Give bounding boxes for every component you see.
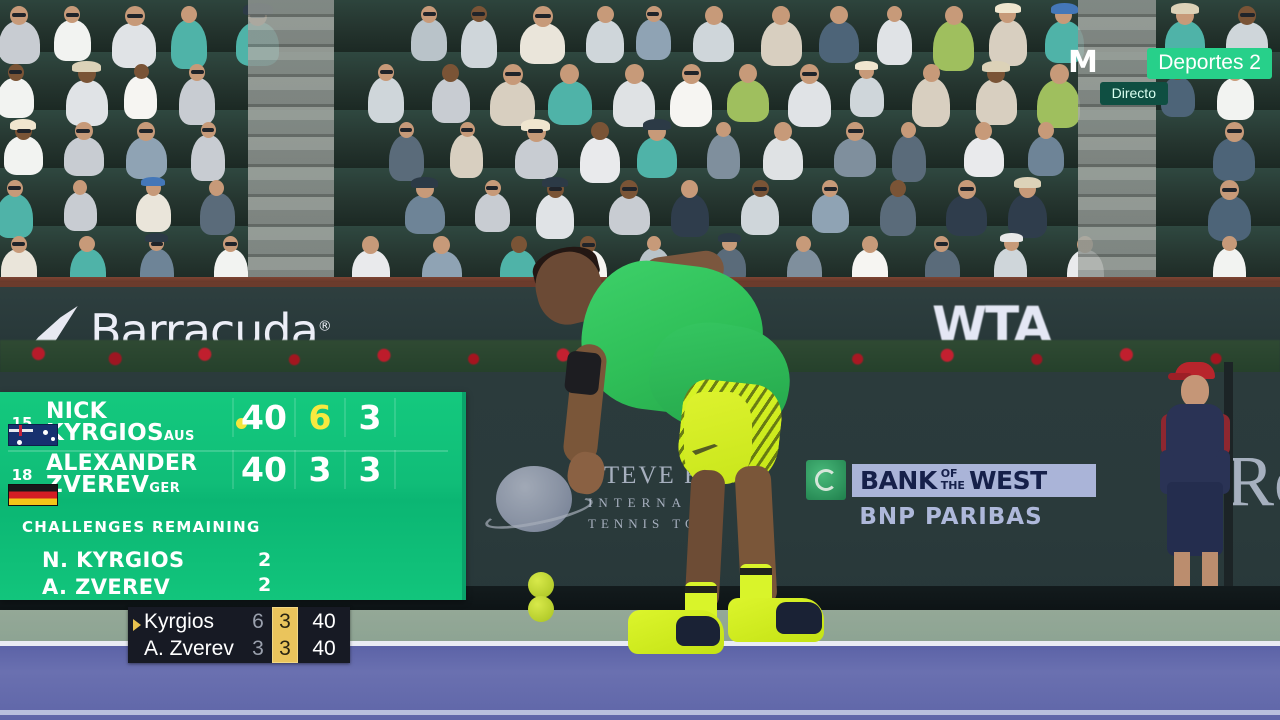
player-set-3 [394, 398, 444, 437]
bug-points: 40 [312, 637, 336, 660]
bug-set-previous: 6 [252, 610, 264, 633]
far-right-signage: Ro [1226, 441, 1280, 521]
stadium-stands [0, 0, 1280, 282]
elbow-brace [563, 350, 603, 396]
scoreboard-player-row: 18 ALEXANDER ZVEREVGER 40 3 3 [0, 450, 462, 506]
challenge-count: 2 [258, 549, 272, 571]
bug-points: 40 [312, 610, 336, 633]
movistar-logo-icon: M [1068, 45, 1098, 80]
serve-arrow-icon [133, 619, 141, 631]
bug-set-current: 3 [279, 610, 291, 633]
player-points: 40 [232, 398, 294, 437]
player-first-name: NICK [46, 399, 107, 425]
player-last-name: KYRGIOS [46, 419, 164, 446]
serve-indicator-dot [236, 418, 247, 429]
bank-of-the-west-banner: BANK OF THE WEST BNP PARIBAS [806, 460, 1096, 530]
sponsor-word-west: WEST [968, 465, 1047, 495]
court-sideline [0, 710, 1280, 715]
player-set-1: 6 [294, 398, 344, 437]
stairs-right [1078, 0, 1156, 282]
live-badge: Directo [1099, 82, 1168, 105]
broadcaster-corner: M Deportes 2 Directo [1060, 48, 1280, 120]
tennis-ball [528, 596, 554, 622]
channel-name-badge: Deportes 2 [1147, 48, 1272, 79]
bug-set-previous: 3 [252, 637, 264, 660]
stairs-left [248, 0, 334, 282]
player-set-2: 3 [344, 450, 394, 489]
main-scoreboard: 15 NICK KYRGIOSAUS 40 6 3 [0, 392, 466, 600]
bug-current-set: 3 3 [272, 607, 298, 663]
player-last-name: ZVEREV [46, 471, 150, 498]
tennis-player [528, 240, 830, 668]
player-points: 40 [232, 450, 294, 489]
germany-flag-icon [8, 484, 58, 506]
sponsor-word-bank: BANK [860, 465, 937, 495]
player-first-name: ALEXANDER [46, 451, 198, 477]
sponsor-word-of: OF [940, 467, 958, 481]
bug-player-name: Kyrgios [144, 610, 215, 633]
bank-logo-icon [806, 460, 846, 500]
challenge-player-name: N. KYRGIOS [42, 548, 185, 572]
scoreboard-row-divider [8, 450, 448, 452]
ball-kid [1158, 362, 1234, 624]
tournament-line-3: TENNIS TOU [588, 516, 714, 531]
player-set-2: 3 [344, 398, 394, 437]
player-flag [8, 484, 58, 506]
player-country: GER [149, 480, 181, 496]
sponsor-word-the: THE [940, 479, 965, 492]
bug-set-current: 3 [279, 637, 291, 660]
bug-player-name: A. Zverev [144, 637, 234, 660]
player-flag [8, 424, 58, 446]
score-bug: Kyrgios A. Zverev 6 3 3 3 40 40 [128, 607, 350, 663]
player-country: AUS [163, 428, 195, 444]
player-seed: 18 [11, 466, 33, 484]
tournament-line-2: INTERNA [588, 495, 688, 510]
player-set-3 [394, 450, 444, 489]
globe-icon [496, 466, 572, 532]
challenge-player-name: A. ZVEREV [42, 575, 171, 599]
sponsor-subline: BNP PARIBAS [859, 504, 1043, 530]
tennis-ball [528, 572, 554, 598]
scoreboard-player-row: 15 NICK KYRGIOSAUS 40 6 3 [0, 398, 462, 448]
player-set-1: 3 [294, 450, 344, 489]
registered-mark: ® [317, 318, 332, 335]
challenges-title: CHALLENGES REMAINING [22, 518, 261, 536]
australia-flag-icon [8, 424, 58, 446]
challenge-count: 2 [258, 574, 272, 596]
